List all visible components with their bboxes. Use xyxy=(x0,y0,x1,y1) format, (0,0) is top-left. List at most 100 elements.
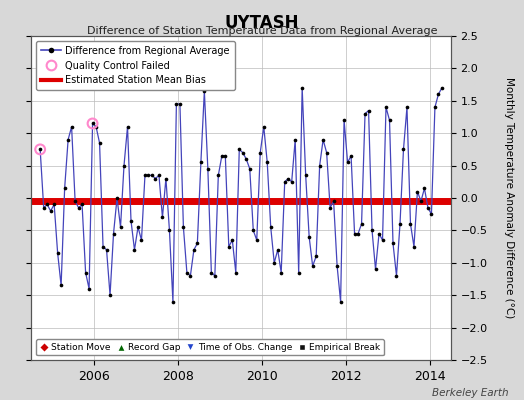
Point xyxy=(89,120,97,127)
Point xyxy=(424,204,432,211)
Point xyxy=(57,282,66,289)
Point xyxy=(319,136,328,143)
Point xyxy=(235,146,244,153)
Point xyxy=(372,266,380,272)
Point xyxy=(431,104,439,110)
Point xyxy=(274,247,282,253)
Point xyxy=(127,218,135,224)
Point xyxy=(148,172,156,178)
Point xyxy=(99,243,107,250)
Point xyxy=(434,91,443,98)
Point xyxy=(217,153,226,159)
Point xyxy=(333,263,341,269)
Point xyxy=(253,237,261,243)
Point xyxy=(50,201,58,208)
Point xyxy=(238,150,247,156)
Point xyxy=(256,150,265,156)
Point xyxy=(95,140,104,146)
Legend: Station Move, Record Gap, Time of Obs. Change, Empirical Break: Station Move, Record Gap, Time of Obs. C… xyxy=(36,339,384,356)
Point xyxy=(53,250,62,256)
Point xyxy=(204,166,212,172)
Point xyxy=(64,136,72,143)
Point xyxy=(385,117,394,124)
Text: UYTASH: UYTASH xyxy=(225,14,299,32)
Point xyxy=(92,124,100,130)
Point xyxy=(47,208,55,214)
Point xyxy=(144,172,152,178)
Point xyxy=(315,162,324,169)
Point xyxy=(36,146,45,153)
Point xyxy=(151,175,160,182)
Point xyxy=(242,156,250,162)
Point xyxy=(396,221,404,227)
Point xyxy=(193,240,202,246)
Point xyxy=(158,214,167,221)
Point xyxy=(176,101,184,107)
Point xyxy=(36,146,45,153)
Point xyxy=(267,224,275,230)
Point xyxy=(134,224,142,230)
Point xyxy=(280,178,289,185)
Point xyxy=(225,243,233,250)
Point xyxy=(309,263,317,269)
Point xyxy=(438,85,446,91)
Point xyxy=(43,201,51,208)
Point xyxy=(162,175,170,182)
Point xyxy=(246,166,254,172)
Point xyxy=(81,269,90,276)
Point xyxy=(39,204,48,211)
Point xyxy=(196,159,205,166)
Point xyxy=(123,124,132,130)
Point xyxy=(221,153,230,159)
Point xyxy=(330,198,338,204)
Point xyxy=(113,195,121,201)
Point xyxy=(351,230,359,237)
Point xyxy=(228,237,236,243)
Point xyxy=(354,230,362,237)
Text: Difference of Station Temperature Data from Regional Average: Difference of Station Temperature Data f… xyxy=(87,26,437,36)
Point xyxy=(284,175,292,182)
Point xyxy=(85,286,93,292)
Point xyxy=(382,104,390,110)
Point xyxy=(207,269,215,276)
Point xyxy=(71,198,79,204)
Point xyxy=(89,120,97,127)
Point xyxy=(74,204,83,211)
Point xyxy=(249,227,257,234)
Point xyxy=(110,230,118,237)
Point xyxy=(322,150,331,156)
Point xyxy=(294,269,303,276)
Point xyxy=(301,172,310,178)
Point xyxy=(186,272,194,279)
Point xyxy=(410,243,418,250)
Point xyxy=(378,237,387,243)
Point xyxy=(172,101,181,107)
Point xyxy=(190,247,198,253)
Point xyxy=(263,159,271,166)
Point xyxy=(179,224,188,230)
Point xyxy=(347,153,355,159)
Point xyxy=(417,198,425,204)
Point xyxy=(291,136,299,143)
Point xyxy=(336,298,345,305)
Point xyxy=(106,292,114,298)
Point xyxy=(413,188,422,195)
Text: Berkeley Earth: Berkeley Earth xyxy=(432,388,508,398)
Point xyxy=(183,269,191,276)
Point xyxy=(102,247,111,253)
Point xyxy=(361,110,369,117)
Point xyxy=(214,172,223,178)
Point xyxy=(364,107,373,114)
Point xyxy=(406,221,414,227)
Point xyxy=(340,117,348,124)
Point xyxy=(399,146,408,153)
Point xyxy=(375,230,383,237)
Point xyxy=(389,240,397,246)
Y-axis label: Monthly Temperature Anomaly Difference (°C): Monthly Temperature Anomaly Difference (… xyxy=(504,77,514,319)
Point xyxy=(427,211,435,218)
Point xyxy=(298,85,307,91)
Point xyxy=(116,224,125,230)
Point xyxy=(357,221,366,227)
Point xyxy=(120,162,128,169)
Point xyxy=(68,124,76,130)
